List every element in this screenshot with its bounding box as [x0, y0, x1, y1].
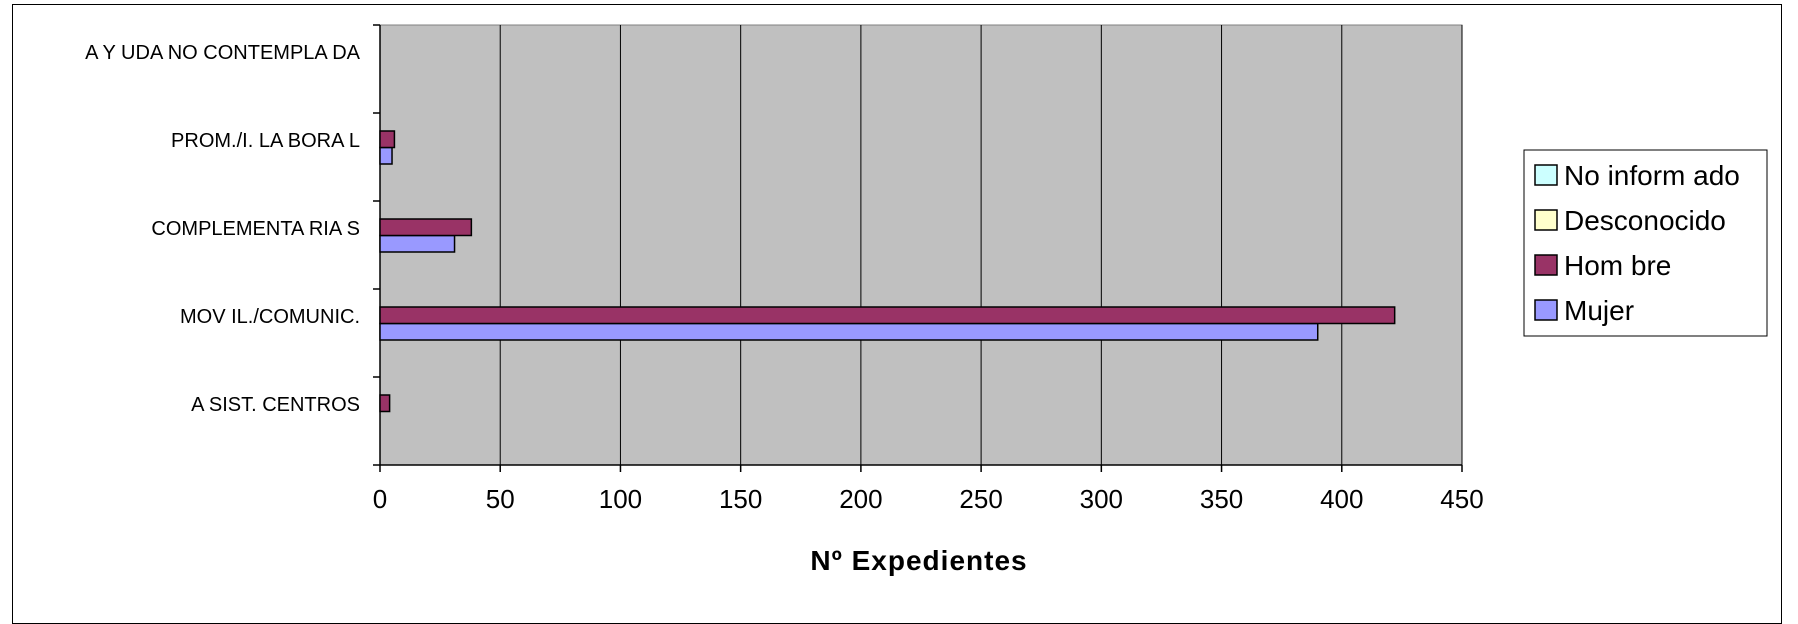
x-tick-label: 400: [1320, 484, 1363, 514]
x-tick-label: 250: [959, 484, 1002, 514]
x-tick-label: 100: [599, 484, 642, 514]
category-label: MOV IL./COMUNIC.: [180, 306, 360, 328]
legend-swatch-no-informado: [1534, 164, 1558, 186]
legend-label-hombre: Hom bre: [1564, 250, 1671, 281]
x-tick-label: 0: [373, 484, 387, 514]
bar-hombre: [379, 130, 396, 149]
bar-mujer: [379, 234, 456, 253]
legend-swatch-desconocido: [1534, 209, 1558, 231]
legend: [1523, 149, 1768, 337]
legend-label-mujer: Mujer: [1564, 295, 1634, 326]
category-label: A SIST. CENTROS: [191, 394, 360, 416]
x-tick-label: 200: [839, 484, 882, 514]
bar-hombre: [379, 218, 473, 237]
legend-label-no-informado: No inform ado: [1564, 160, 1740, 191]
plot-area: [379, 24, 1463, 466]
bar-mujer: [379, 322, 1319, 341]
bar-hombre: [379, 394, 391, 413]
x-axis-title: Nº Expedientes: [810, 545, 1027, 576]
x-tick-label: 50: [486, 484, 515, 514]
x-tick-label: 350: [1200, 484, 1243, 514]
category-label: A Y UDA NO CONTEMPLA DA: [85, 42, 361, 64]
legend-label-desconocido: Desconocido: [1564, 205, 1726, 236]
x-tick-label: 150: [719, 484, 762, 514]
legend-swatch-hombre: [1534, 254, 1558, 276]
category-label: PROM./I. LA BORA L: [171, 130, 360, 152]
bar-hombre: [379, 306, 1396, 325]
legend-swatch-mujer: [1534, 299, 1558, 321]
bar-mujer: [379, 146, 393, 165]
x-tick-label: 450: [1440, 484, 1483, 514]
x-tick-label: 300: [1080, 484, 1123, 514]
category-label: COMPLEMENTA RIA S: [151, 218, 360, 240]
